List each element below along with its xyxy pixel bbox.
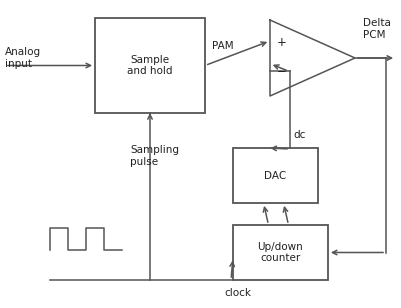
Text: PAM: PAM [212, 41, 234, 51]
Text: clock: clock [225, 288, 251, 298]
Text: dc: dc [293, 130, 306, 140]
Bar [95, 18, 205, 113]
Bar [233, 225, 328, 280]
Bar [233, 148, 318, 203]
Text: −: − [277, 65, 287, 78]
Text: Up/down
counter: Up/down counter [257, 242, 304, 263]
Text: +: + [277, 35, 287, 49]
Text: DAC: DAC [264, 171, 287, 180]
Text: Sampling
pulse: Sampling pulse [130, 145, 179, 167]
Text: Analog
input: Analog input [5, 47, 41, 69]
Text: Sample
and hold: Sample and hold [127, 55, 173, 76]
Text: Delta
PCM: Delta PCM [363, 18, 391, 40]
